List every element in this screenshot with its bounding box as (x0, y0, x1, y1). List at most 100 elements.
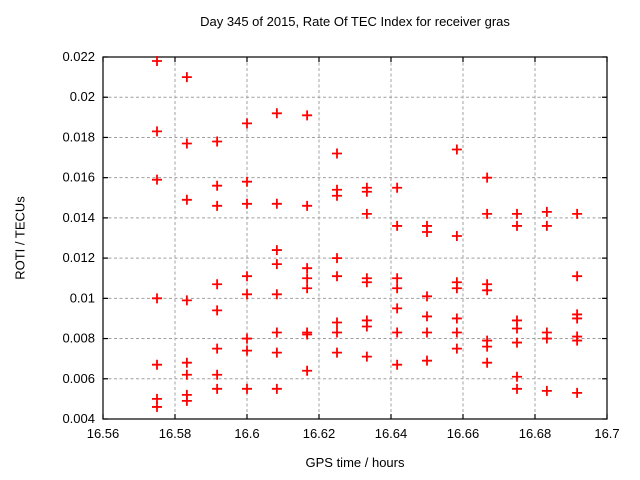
data-point (512, 371, 522, 382)
data-point (181, 369, 192, 380)
data-point (482, 208, 493, 219)
y-tick-label: 0.014 (62, 210, 95, 225)
data-point (212, 200, 223, 211)
y-tick-label: 0.018 (62, 129, 95, 144)
data-point (422, 226, 432, 237)
data-point (212, 343, 223, 354)
data-point (512, 323, 522, 334)
data-point (332, 271, 342, 282)
data-point (541, 206, 552, 217)
y-tick-label: 0.008 (62, 331, 95, 346)
data-point (422, 291, 432, 302)
data-point (392, 182, 403, 193)
data-point (451, 144, 462, 155)
y-tick-label: 0.02 (70, 89, 95, 104)
data-point (361, 351, 372, 362)
x-tick-label: 16.68 (519, 426, 552, 441)
data-point (152, 174, 162, 185)
data-point (482, 341, 493, 352)
data-point (332, 317, 342, 328)
data-point (541, 333, 552, 344)
data-point (212, 136, 223, 147)
data-point (212, 383, 223, 394)
data-point (541, 385, 552, 396)
data-point (512, 383, 522, 394)
data-point (451, 230, 462, 241)
x-tick-label: 16.58 (159, 426, 192, 441)
data-point (181, 72, 192, 83)
data-point (242, 271, 252, 282)
data-point (181, 138, 192, 149)
data-point (152, 359, 162, 370)
data-point (242, 333, 252, 344)
data-point (572, 208, 583, 219)
data-point (512, 337, 522, 348)
data-point (181, 194, 192, 205)
data-point (302, 329, 313, 340)
data-point (181, 395, 192, 406)
y-tick-label: 0.012 (62, 250, 95, 265)
data-point (212, 279, 223, 290)
data-point (361, 208, 372, 219)
data-point (541, 220, 552, 231)
chart-title: Day 345 of 2015, Rate Of TEC Index for r… (200, 14, 510, 29)
data-point (451, 327, 462, 338)
data-point (361, 321, 372, 332)
data-point (302, 200, 313, 211)
y-tick-label: 0.022 (62, 49, 95, 64)
x-axis-label: GPS time / hours (305, 455, 405, 470)
data-point (451, 283, 462, 294)
tick-marks (102, 56, 608, 420)
data-point (392, 283, 403, 294)
data-point (302, 365, 313, 376)
x-tick-label: 16.64 (375, 426, 408, 441)
data-point (332, 253, 342, 264)
data-point (451, 343, 462, 354)
data-point (212, 180, 223, 191)
data-point (422, 327, 432, 338)
data-point (242, 198, 252, 209)
data-point (392, 303, 403, 314)
data-point (332, 190, 342, 201)
data-point (302, 283, 313, 294)
data-points (152, 56, 583, 412)
data-point (271, 289, 282, 300)
data-point (392, 359, 403, 370)
data-point (181, 357, 192, 368)
data-point (332, 327, 342, 338)
data-point (392, 327, 403, 338)
data-point (152, 401, 162, 412)
x-tick-label: 16.7 (594, 426, 619, 441)
data-point (271, 198, 282, 209)
data-point (212, 369, 223, 380)
data-point (271, 383, 282, 394)
y-tick-label: 0.004 (62, 411, 95, 426)
data-point (271, 327, 282, 338)
data-point (332, 347, 342, 358)
data-point (332, 148, 342, 159)
data-point (271, 259, 282, 270)
data-point (242, 176, 252, 187)
data-point (451, 313, 462, 324)
data-point (152, 126, 162, 137)
data-point (482, 285, 493, 296)
data-point (302, 273, 313, 284)
data-point (302, 263, 313, 274)
x-tick-labels: 16.56 16.58 16.6 16.62 16.64 16.66 16.68 16.7 (87, 426, 620, 441)
y-tick-labels: 0.004 0.006 0.008 0.01 0.012 0.014 0.016 0.018 0… (62, 49, 95, 426)
data-point (361, 186, 372, 197)
x-tick-label: 16.66 (447, 426, 480, 441)
gridlines (103, 57, 607, 419)
y-tick-label: 0.016 (62, 170, 95, 185)
data-point (242, 118, 252, 129)
x-tick-label: 16.62 (303, 426, 336, 441)
data-point (482, 357, 493, 368)
data-point (572, 271, 583, 282)
data-point (212, 305, 223, 316)
data-point (242, 383, 252, 394)
data-point (392, 273, 403, 284)
data-point (572, 335, 583, 346)
data-point (572, 387, 583, 398)
